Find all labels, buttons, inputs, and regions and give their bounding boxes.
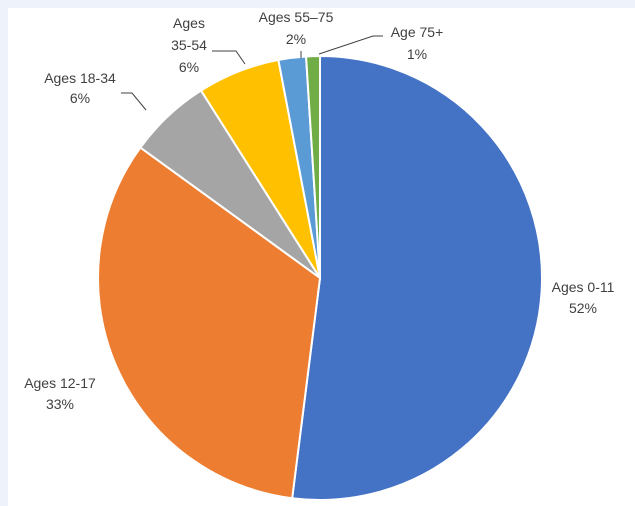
data-label-category: Ages — [173, 15, 205, 31]
slice-age-75 — [305, 55, 321, 279]
data-label-percent: 1% — [407, 46, 427, 62]
pie-slices — [97, 55, 543, 501]
slice-ages-12-17 — [97, 146, 321, 500]
leader-line-ages-18-34 — [121, 92, 147, 111]
leader-lines — [121, 35, 383, 111]
data-label-category: Ages 12-17 — [24, 375, 96, 391]
slice-ages-0-11 — [291, 55, 543, 501]
data-label-ages-35-54: Ages 35-54 6% — [171, 15, 207, 75]
data-label-percent: 2% — [286, 31, 306, 47]
data-label-category: Ages 0-11 — [552, 279, 615, 295]
data-label-category: Ages 55–75 — [259, 9, 334, 25]
data-label-ages-0-11: Ages 0-11 52% — [552, 279, 615, 316]
data-label-percent: 33% — [46, 396, 74, 412]
leader-line-ages-35-54 — [212, 50, 246, 65]
data-label-category: Age 75+ — [391, 24, 444, 40]
data-label-category: Ages 18-34 — [44, 70, 116, 86]
data-label-ages-12-17: Ages 12-17 33% — [24, 375, 96, 412]
data-label-ages-55-75: Ages 55–75 2% — [259, 9, 334, 47]
data-label-percent: 6% — [70, 90, 90, 106]
data-label-percent: 52% — [569, 300, 597, 316]
data-label-ages-18-34: Ages 18-34 6% — [44, 70, 116, 106]
data-label-category: 35-54 — [171, 37, 207, 53]
data-label-age-75: Age 75+ 1% — [391, 24, 444, 62]
data-label-percent: 6% — [179, 59, 199, 75]
leader-line-age-75 — [318, 35, 383, 55]
